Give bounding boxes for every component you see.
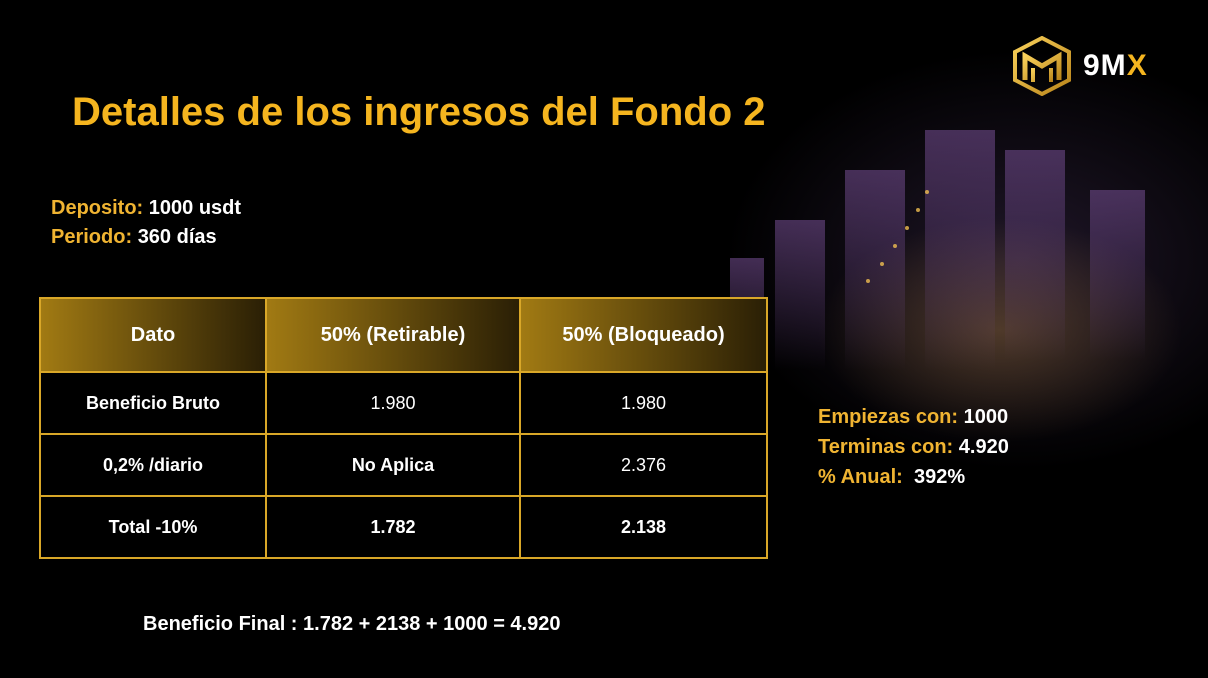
retirable-value: 1.782	[265, 495, 521, 559]
retirable-value: 1.980	[265, 371, 521, 435]
row-label: Total -10%	[39, 495, 267, 559]
brand-name: 9MX	[1083, 49, 1148, 82]
brand-logo-icon	[1013, 36, 1071, 96]
period-info: Periodo: 360 días	[51, 226, 217, 249]
summary-annual: % Anual: 392%	[818, 466, 966, 488]
table-row: 0,2% /diario No Aplica 2.376	[39, 433, 768, 497]
bloqueado-value: 2.376	[519, 433, 768, 497]
summary-block: Empiezas con: 1000 Terminas con: 4.920 %…	[818, 402, 1009, 492]
final-benefit: Beneficio Final : 1.782 + 2138 + 1000 = …	[143, 613, 561, 635]
period-label: Periodo:	[51, 226, 133, 248]
summary-start: Empiezas con: 1000	[818, 406, 1009, 428]
deposit-value: 1000 usdt	[148, 197, 242, 219]
brand-logo: 9MX	[1013, 36, 1148, 96]
table-row: Total -10% 1.782 2.138	[39, 495, 768, 559]
table-header-row: Dato 50% (Retirable) 50% (Bloqueado)	[39, 297, 768, 373]
summary-end: Terminas con: 4.920	[818, 436, 1009, 458]
period-value: 360 días	[137, 226, 217, 248]
income-table: Dato 50% (Retirable) 50% (Bloqueado) Ben…	[39, 297, 768, 559]
page-title: Detalles de los ingresos del Fondo 2	[72, 90, 766, 134]
header-retirable: 50% (Retirable)	[265, 297, 521, 373]
bloqueado-value: 2.138	[519, 495, 768, 559]
row-label: Beneficio Bruto	[39, 371, 267, 435]
retirable-value: No Aplica	[265, 433, 521, 497]
header-dato: Dato	[39, 297, 267, 373]
header-bloqueado: 50% (Bloqueado)	[519, 297, 768, 373]
deposit-label: Deposito:	[51, 197, 144, 219]
bloqueado-value: 1.980	[519, 371, 768, 435]
table-row: Beneficio Bruto 1.980 1.980	[39, 371, 768, 435]
row-label: 0,2% /diario	[39, 433, 267, 497]
deposit-info: Deposito: 1000 usdt	[51, 197, 241, 220]
